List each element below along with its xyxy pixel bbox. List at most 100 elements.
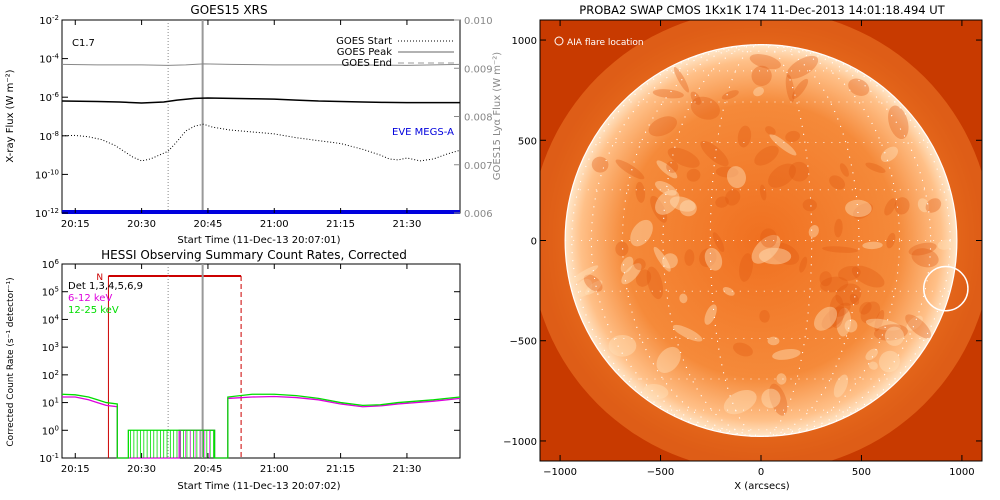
swap-texture-blob (792, 78, 809, 99)
swap-texture-blob (888, 105, 909, 140)
swap-texture-blob (700, 140, 729, 167)
swap-texture-blob (838, 266, 861, 281)
swap-texture-blob (690, 91, 701, 105)
swap-texture-blob (758, 247, 792, 265)
swap-texture-blob (917, 198, 930, 213)
swap-texture-blob (833, 374, 849, 398)
swap-texture-blob (733, 342, 753, 357)
goes-y2tick-label-1: 0.007 (464, 161, 493, 172)
hessi-series-0 (62, 395, 461, 459)
swap-texture-blob (905, 314, 932, 339)
goes-eve-label: EVE MEGS-A (392, 127, 454, 138)
swap-texture-blob (654, 180, 677, 196)
swap-texture-blob (633, 258, 646, 271)
swap-texture-blob (839, 163, 849, 177)
swap-axes: −1000 −500 0 500 1000 −1000 −500 0 500 1000 (503, 20, 982, 478)
swap-texture-blob (874, 309, 885, 332)
swap-texture-blob (761, 388, 781, 409)
hessi-xtick-label-3: 21:00 (260, 464, 289, 475)
goes-panel: GOES15 XRS 20:15 20:30 20:45 21:00 21:15 21:3… (5, 3, 503, 246)
swap-texture-blob (655, 189, 680, 215)
hessi-ytick-label-6: 105 (42, 286, 59, 299)
swap-texture-blob (886, 232, 896, 249)
goes-xlabel: Start Time (11-Dec-13 20:07:01) (177, 235, 340, 246)
swap-texture-blob (751, 234, 781, 264)
swap-grid-longitude (662, 44, 860, 437)
swap-texture-blob (776, 373, 787, 385)
swap-texture-blob (653, 246, 671, 272)
hessi-xtick-label-1: 20:30 (127, 464, 156, 475)
swap-texture-blob (615, 241, 629, 257)
hessi-ytick-label-5: 104 (42, 313, 60, 326)
swap-texture-blob (690, 96, 720, 120)
swap-texture-blob (785, 74, 795, 103)
swap-texture-blob (635, 181, 646, 203)
swap-ytick-label-2: 0 (531, 237, 537, 248)
goes-ytick-label-2: 10-6 (39, 91, 59, 104)
goes-xtick-label-1: 20:30 (127, 219, 156, 230)
swap-flare-legend: AIA flare location (554, 36, 644, 48)
swap-texture-blob (650, 195, 668, 223)
goes-y2tick-label-4: 0.010 (464, 16, 493, 27)
swap-texture-blob (862, 241, 883, 250)
swap-texture-blob (608, 334, 637, 357)
swap-texture-blob (723, 389, 757, 415)
swap-texture-blob (686, 168, 701, 182)
swap-ytick-label-1: −500 (510, 337, 537, 348)
hessi-panel: HESSI Observing Summary Count Rates, Cor… (6, 248, 461, 492)
hessi-night-label: N (96, 273, 103, 283)
goes-ytick-label-1: 10-4 (39, 53, 59, 66)
hessi-legend-det: Det 1,3,4,5,6,9 (68, 281, 143, 292)
hessi-legend-12-25: 12-25 keV (68, 305, 119, 316)
goes-ylabel: X-ray Flux (W m⁻²) (5, 69, 16, 162)
swap-texture-blob (865, 162, 886, 173)
goes-ytick-label-4: 10-10 (35, 168, 59, 181)
swap-texture-blob (635, 269, 652, 287)
swap-xtick-label-4: 1000 (949, 467, 974, 478)
swap-legend-label: AIA flare location (567, 38, 644, 48)
swap-ytick-label-4: 1000 (512, 36, 537, 47)
swap-texture-blob (656, 346, 681, 373)
swap-texture-blob (754, 145, 779, 166)
hessi-legend: Det 1,3,4,5,6,9 6-12 keV 12-25 keV (68, 281, 143, 316)
hessi-ytick-label-0: 10-1 (39, 452, 59, 465)
swap-texture-blob (630, 219, 653, 247)
swap-xtick-label-2: 0 (758, 467, 764, 478)
goes-ytick-label-3: 10-8 (39, 130, 59, 143)
swap-texture-blob (669, 196, 696, 212)
goes-xtick-label-0: 20:15 (61, 219, 90, 230)
goes-legend-peak-label: GOES Peak (337, 47, 392, 58)
swap-texture-blob (786, 55, 819, 79)
swap-texture-blob (760, 228, 777, 248)
hessi-xtick-label-0: 20:15 (61, 464, 90, 475)
swap-texture-blob (829, 294, 845, 329)
swap-xlabel: X (arcsecs) (734, 481, 790, 492)
swap-texture-blob (799, 256, 808, 273)
hessi-title: HESSI Observing Summary Count Rates, Cor… (101, 248, 407, 262)
goes-y2tick-label-2: 0.008 (464, 113, 493, 124)
goes-legend: GOES Start GOES Peak GOES End (336, 36, 454, 69)
swap-texture-blob (788, 161, 810, 182)
swap-texture-blob (849, 293, 860, 305)
hessi-ytick-label-1: 100 (42, 424, 59, 437)
swap-texture-blob (666, 160, 679, 173)
goes-xtick-label-4: 21:15 (326, 219, 355, 230)
hessi-ytick-label-7: 106 (42, 258, 60, 271)
swap-texture-blob (769, 242, 800, 265)
swap-texture-blob (765, 126, 776, 136)
swap-texture-blob (865, 318, 901, 331)
swap-texture-blob (852, 203, 873, 219)
swap-texture-blob (620, 256, 634, 274)
goes-series-1 (61, 97, 460, 104)
goes-legend-end-label: GOES End (342, 58, 392, 69)
hessi-ylabel: Corrected Count Rate (s⁻¹ detector⁻¹) (6, 277, 16, 446)
swap-texture-blob (884, 326, 905, 346)
swap-texture-blob (753, 87, 764, 97)
swap-texture-blob (865, 348, 878, 361)
goes-xtick-label-3: 21:00 (260, 219, 289, 230)
swap-texture-blob (576, 278, 593, 297)
swap-texture-blob (699, 248, 717, 268)
swap-texture-blob (844, 319, 858, 333)
swap-texture-blob (769, 383, 788, 416)
goes-y2tick-label-0: 0.006 (464, 209, 493, 220)
